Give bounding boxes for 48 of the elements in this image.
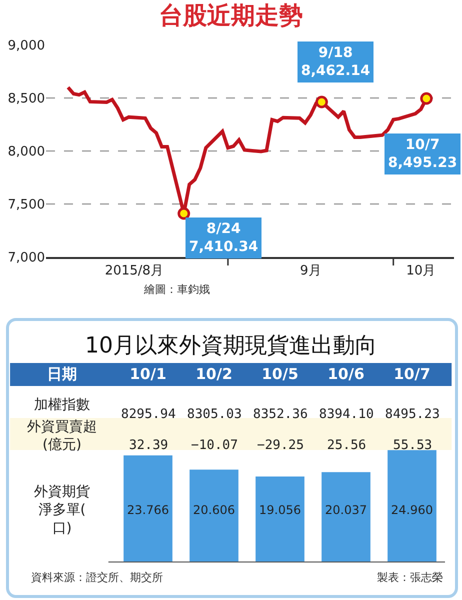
text: 外資買賣超(億元)	[27, 419, 97, 454]
x-tick-label: 10/7	[394, 365, 430, 383]
text: 繪圖：車鈞娥	[143, 283, 210, 296]
x-tick-label: 10/5	[262, 365, 298, 383]
point	[315, 96, 328, 108]
text: 8352.36	[253, 407, 308, 422]
y-axis-title: 外資期貨淨多單(口)	[34, 484, 90, 536]
annotation: 25.56	[327, 438, 366, 453]
x-tick-label: 10/6	[328, 365, 364, 383]
annotation: 9/18 8,462.14	[301, 45, 370, 80]
data-label: 20.606	[193, 503, 235, 517]
bar	[322, 472, 370, 562]
data-label: 20.037	[325, 503, 367, 517]
data-label: 24.960	[391, 503, 433, 517]
chart-title: 台股近期走勢	[159, 1, 303, 30]
x-tick-label: 10/1	[130, 365, 166, 383]
y-tick-label: 8,500	[8, 92, 45, 107]
data-label: 23.766	[127, 503, 169, 517]
text: 加權指數	[34, 397, 90, 413]
text: 8495.23	[385, 407, 440, 422]
annotation: 55.53	[393, 438, 432, 453]
chart-title: 10月以來外資期現貨進出動向	[85, 334, 377, 359]
annotation: −29.25	[257, 438, 304, 453]
annotation: 8/24 7,410.34	[189, 221, 258, 256]
annotation: 10/7 8,495.23	[388, 137, 458, 172]
bar	[388, 450, 436, 562]
x-tick-label: 9月	[300, 264, 322, 279]
annotation: −10.07	[191, 438, 238, 453]
y-tick-label: 7,500	[8, 198, 45, 213]
text: 製表：張志榮	[377, 571, 443, 584]
text: 8295.94	[121, 407, 176, 422]
bar	[256, 476, 304, 562]
data-label: 19.056	[259, 503, 301, 517]
y-tick-label: 9,000	[8, 38, 45, 54]
y-tick-label: 8,000	[8, 144, 45, 160]
text: 日期	[47, 365, 77, 383]
x-tick-label: 10/2	[196, 365, 232, 383]
point	[178, 207, 190, 220]
bar	[190, 470, 238, 562]
source-note: 資料來源：證交所、期交所	[31, 571, 163, 584]
annotation: 32.39	[129, 438, 168, 453]
y-tick-label: 7,000	[8, 250, 45, 266]
x-tick-label: 2015/8月	[104, 264, 164, 279]
text: 8394.10	[319, 407, 374, 422]
point	[420, 92, 433, 105]
bar	[124, 455, 172, 562]
x-tick-label: 10月	[406, 264, 436, 279]
text: 8305.03	[187, 407, 242, 422]
